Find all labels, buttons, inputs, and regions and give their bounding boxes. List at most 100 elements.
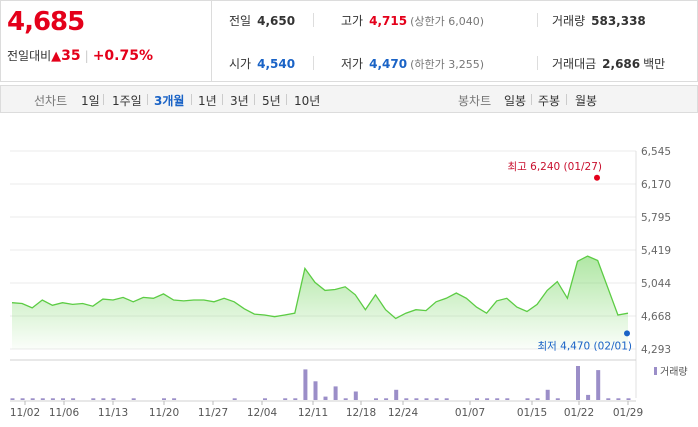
- volume-bar: [172, 398, 177, 400]
- volume-legend-label: 거래량: [660, 366, 688, 378]
- metric-unit: 백만: [643, 57, 666, 71]
- chart-toolbar: 선차트 1일 1주일 3개월 1년 3년 5년 10년 봉차트 일봉 주봉 월봉: [0, 85, 698, 113]
- volume-bar: [333, 386, 338, 400]
- period-1w[interactable]: 1주일: [112, 94, 142, 108]
- y-tick-label: 4,668: [641, 311, 671, 323]
- metric-trading-value: 거래대금 2,686 백만: [552, 55, 665, 72]
- metric-divider: [537, 13, 538, 27]
- metric-divider: [537, 56, 538, 70]
- candle-weekly[interactable]: 주봉: [538, 94, 561, 108]
- volume-bar: [101, 398, 106, 400]
- volume-bar: [61, 398, 65, 400]
- x-tick-label: 11/13: [98, 407, 128, 419]
- y-tick-label: 6,545: [641, 146, 671, 158]
- y-tick-label: 5,419: [641, 245, 671, 257]
- toolbar-divider: [191, 94, 192, 105]
- change-amount: 35: [61, 48, 81, 64]
- y-tick-label: 5,795: [641, 212, 671, 224]
- volume-bar: [394, 389, 399, 400]
- volume-bar: [525, 398, 530, 400]
- volume-bar: [313, 381, 318, 400]
- metric-high: 고가 4,715 (상한가 6,040): [341, 12, 484, 29]
- volume-bar: [111, 398, 116, 400]
- max-annotation: 최고 6,240 (01/27): [507, 161, 602, 173]
- x-tick-label: 12/04: [247, 407, 278, 419]
- toolbar-divider: [566, 94, 567, 105]
- volume-bar: [626, 398, 631, 400]
- toolbar-divider: [147, 94, 148, 105]
- volume-bar: [586, 394, 591, 400]
- x-tick-label: 11/02: [10, 407, 40, 419]
- period-5y[interactable]: 5년: [262, 94, 281, 108]
- metric-prev-close: 전일 4,650: [229, 12, 295, 29]
- x-tick-label: 11/27: [198, 407, 228, 419]
- period-10y[interactable]: 10년: [294, 94, 321, 108]
- line-chart-label: 선차트: [34, 94, 68, 108]
- change-percent: +0.75%: [92, 48, 154, 64]
- volume-bar: [485, 398, 490, 400]
- y-axis-labels: 6,545 6,170 5,795 5,419 5,044 4,668 4,293: [641, 146, 671, 356]
- up-triangle-icon: ▲: [51, 49, 62, 64]
- volume-bar: [323, 396, 328, 400]
- metric-divider: [313, 56, 314, 70]
- x-tick-label: 12/18: [346, 407, 376, 419]
- min-marker: [624, 330, 630, 337]
- toolbar-divider: [254, 94, 255, 105]
- period-3m[interactable]: 3개월: [154, 94, 185, 108]
- x-tick-label: 11/20: [149, 407, 179, 419]
- metric-sub: (하한가 3,255): [410, 58, 484, 71]
- volume-legend-swatch: [654, 367, 657, 375]
- toolbar-divider: [531, 94, 532, 105]
- volume-bar: [303, 369, 308, 400]
- y-tick-label: 4,293: [641, 344, 671, 356]
- volume-bar: [374, 398, 378, 400]
- candle-monthly[interactable]: 월봉: [575, 94, 598, 108]
- volume-bar: [475, 398, 479, 400]
- price-line: [11, 255, 629, 320]
- metric-label: 고가: [341, 14, 364, 28]
- volume-bar: [91, 398, 96, 400]
- volume-bar: [434, 398, 439, 400]
- volume-bars: [10, 366, 631, 400]
- chart-grid: [10, 150, 637, 402]
- volume-bar: [10, 398, 15, 400]
- volume-bar: [505, 398, 510, 400]
- volume-bar: [404, 398, 409, 400]
- volume-bar: [444, 398, 449, 400]
- volume-bar: [293, 398, 298, 400]
- volume-bar: [343, 398, 348, 400]
- candle-daily[interactable]: 일봉: [504, 94, 527, 108]
- volume-bar: [30, 398, 35, 400]
- x-tick-label: 11/06: [49, 407, 80, 419]
- x-axis-labels: 11/02 11/06 11/13 11/20 11/27 12/04 12/11 12/18…: [10, 401, 643, 419]
- metric-low: 저가 4,470 (하한가 3,255): [341, 55, 484, 72]
- change-label: 전일대비: [7, 49, 52, 63]
- metric-volume: 거래량 583,338: [552, 12, 646, 29]
- volume-bar: [353, 391, 358, 400]
- price-change: 전일대비▲35 | +0.75%: [7, 47, 153, 64]
- volume-bar: [616, 398, 621, 400]
- metric-label: 저가: [341, 57, 364, 71]
- toolbar-divider: [222, 94, 223, 105]
- change-divider: |: [84, 49, 89, 63]
- period-1d[interactable]: 1일: [81, 94, 100, 108]
- volume-bar: [414, 398, 419, 400]
- quote-panel: 4,685 전일대비▲35 | +0.75% 전일 4,650 고가 4,715 (상한가…: [0, 0, 698, 82]
- period-1y[interactable]: 1년: [198, 94, 217, 108]
- price-box: 4,685 전일대비▲35 | +0.75%: [1, 1, 212, 81]
- volume-bar: [535, 398, 540, 400]
- metric-value: 583,338: [591, 14, 646, 28]
- volume-bar: [576, 366, 580, 400]
- metric-label: 전일: [229, 14, 252, 28]
- metric-value: 2,686: [602, 57, 641, 71]
- max-marker: [594, 174, 600, 181]
- x-tick-label: 01/07: [455, 407, 485, 419]
- volume-bar: [71, 398, 76, 400]
- current-price: 4,685: [7, 7, 85, 37]
- price-area: [12, 256, 628, 349]
- period-3y[interactable]: 3년: [230, 94, 249, 108]
- x-tick-label: 12/24: [388, 407, 419, 419]
- metric-value: 4,470: [369, 57, 408, 71]
- volume-bar: [384, 398, 389, 400]
